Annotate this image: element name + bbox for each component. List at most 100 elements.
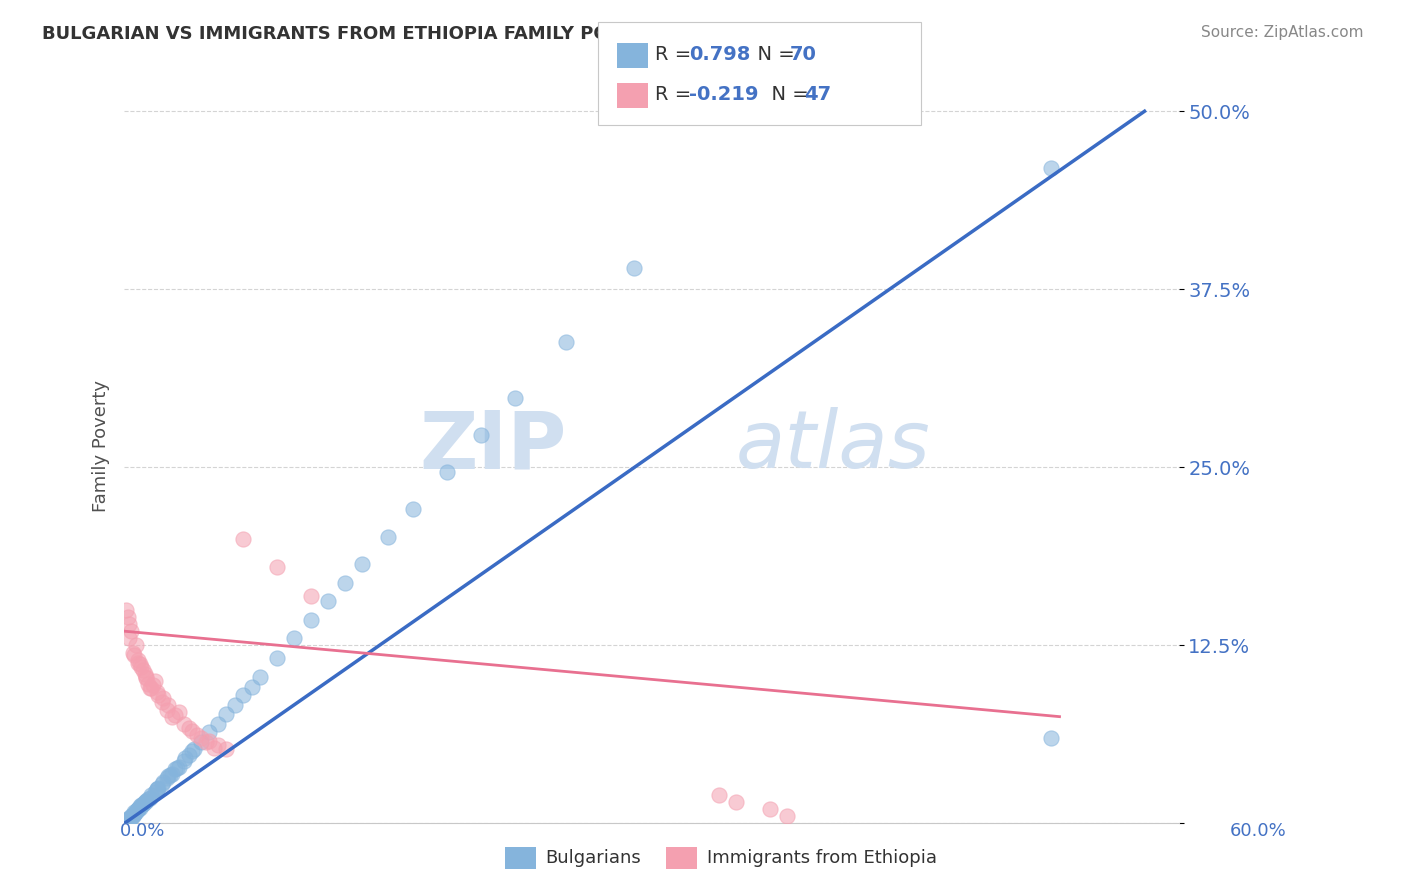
Point [173,716,195,731]
Point [124,648,146,663]
Point [125,804,148,818]
Point [190,735,212,749]
Text: atlas: atlas [735,407,931,485]
Point [132,663,155,677]
Point [135,671,157,685]
Point [165,763,187,777]
Text: R =: R = [655,85,697,103]
Point [142,678,165,692]
Text: BULGARIAN VS IMMIGRANTS FROM ETHIOPIA FAMILY POVERTY CORRELATION CHART: BULGARIAN VS IMMIGRANTS FROM ETHIOPIA FA… [42,25,894,43]
Point [136,677,159,691]
Point [159,768,181,782]
Point [127,653,149,667]
Point [141,681,163,695]
Point [436,465,458,479]
Point [186,728,208,742]
Point [134,795,156,809]
Point [124,805,146,819]
Point [134,667,156,681]
Point [132,797,155,811]
Point [117,814,139,828]
Point [120,811,142,825]
Point [198,725,221,739]
Text: N =: N = [745,45,801,64]
Point [128,799,150,814]
Point [124,806,146,821]
Point [143,673,166,688]
Point [776,809,799,823]
Point [150,695,173,709]
Point [174,751,197,765]
Point [148,688,170,702]
Point [135,794,157,808]
Point [232,688,254,702]
Point [160,766,183,780]
Point [143,785,166,799]
Point [167,759,190,773]
Point [232,532,254,546]
Point [335,575,357,590]
Point [402,501,425,516]
Point [194,735,217,749]
Point [156,702,179,716]
Point [127,656,149,670]
Text: 47: 47 [804,85,831,103]
Point [224,698,246,713]
Point [152,775,174,789]
Point [124,806,146,821]
Point [132,797,155,811]
Point [207,738,229,752]
Point [299,613,322,627]
Point [249,670,271,684]
Point [623,260,645,275]
Point [127,802,149,816]
Point [128,801,150,815]
Point [121,646,143,660]
Point [118,632,141,646]
Point [725,795,748,809]
Point [352,558,374,572]
Point [129,797,152,812]
Point [145,685,167,699]
Point [156,771,179,785]
Point [145,782,167,797]
Text: Immigrants from Ethiopia: Immigrants from Ethiopia [707,849,938,867]
Point [127,802,149,816]
Point [118,812,141,826]
Y-axis label: Family Poverty: Family Poverty [93,380,110,512]
Point [759,802,782,816]
Point [299,589,322,603]
Point [316,594,339,608]
Point [177,721,200,735]
Point [117,610,139,624]
Point [117,812,139,826]
Point [165,708,187,723]
Point [157,769,180,783]
Point [190,731,212,745]
Point [128,657,150,671]
Point [152,691,174,706]
Point [118,617,141,632]
Point [215,706,238,721]
Point [120,809,142,823]
Point [240,680,263,694]
Point [470,427,492,442]
Point [138,790,160,805]
Point [160,709,183,723]
Point [121,808,143,822]
Point [207,716,229,731]
Text: -0.219: -0.219 [689,85,758,103]
Point [135,670,157,684]
Point [166,761,188,775]
Point [120,624,142,639]
Point [1040,731,1063,745]
Point [121,809,143,823]
Text: Bulgarians: Bulgarians [546,849,641,867]
Point [157,698,180,713]
Point [266,560,288,574]
Point [181,723,204,738]
Text: 60.0%: 60.0% [1230,822,1286,840]
Point [167,706,190,720]
Point [202,741,225,756]
Point [136,792,159,806]
